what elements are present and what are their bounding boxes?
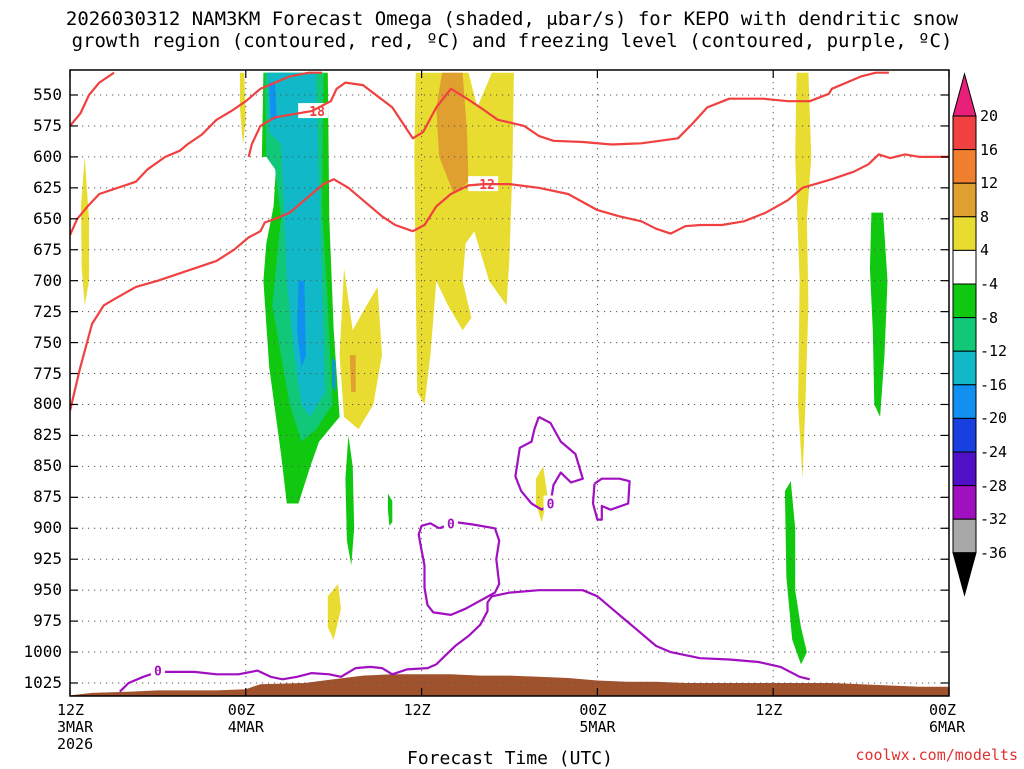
colorbar-bin--8--4 [952,283,977,319]
omega-green-mid-1 [345,435,355,566]
colorbar-label: -12 [980,342,1008,361]
colorbar [952,72,977,597]
freezing-contour-line-3 [591,477,631,521]
omega-yellow-early [81,156,89,306]
colorbar-label: -8 [980,308,999,327]
x-tick-label: 00Z 6MAR [929,701,966,736]
y-tick-label: 675 [33,239,62,259]
plot-frame [69,69,950,697]
dgz-contour-label-0: -18 [301,105,325,120]
colorbar-bin--32--28 [952,485,977,520]
y-tick-label: 575 [33,115,62,135]
freezing-contour-label-bg-0 [150,662,165,678]
omega-yellow-12z-2 [795,72,812,479]
colorbar-bin--12--8 [952,317,977,352]
colorbar-label: 16 [980,140,999,159]
omega-cyan-main [267,72,325,417]
omega-orange-12z [436,72,469,194]
x-tick-label: 12Z 3MAR 2026 [57,701,94,753]
x-tick-label: 00Z 5MAR [579,701,616,736]
omega-green-mid-2 [387,493,393,526]
colorbar-bin-16-20 [952,115,977,151]
omega-yellow-5mar [535,466,548,523]
freezing-contour-label-1: 0 [447,517,455,532]
freezing-contour-line-1 [417,520,501,617]
x-tick-label: 12Z [403,701,431,719]
grid-layer [70,70,949,696]
y-tick-label: 775 [33,363,62,383]
colorbar-label: 12 [980,174,999,193]
colorbar-bin-8-12 [952,182,977,218]
y-tick-label: 975 [33,611,62,631]
colorbar-label: -36 [980,543,1008,562]
y-tick-label: 650 [33,208,62,228]
dgz-contour-line-3 [70,153,949,411]
terrain-layer [70,674,949,696]
chart-title-line-2: growth region (contoured, red, ºC) and f… [71,30,953,52]
colorbar-bin--36--32 [952,518,977,554]
terrain-fill [70,674,949,696]
colorbar-label: -4 [980,275,999,293]
omega-yellow-mid-1 [339,268,382,430]
colorbar-label: -28 [980,476,1008,495]
colorbar-bin--28--24 [952,451,977,487]
colorbar-bin--20--16 [952,384,977,419]
freezing-contour-label-bg-2 [543,495,558,511]
y-tick-label: 825 [33,425,62,445]
credit-text: coolwx.com/modelts [855,746,1018,764]
x-tick-label: 00Z 4MAR [227,701,264,736]
omega-green-12z-2 [784,481,807,665]
y-tick-label: 750 [33,332,62,352]
contour-layer: -18 -12 0 0 0 [70,71,949,693]
colorbar-bin--24--20 [952,417,977,453]
colorbar-label: -32 [980,510,1008,529]
omega-yellow-left-strip [239,72,246,145]
omega-blue-core-2 [297,280,306,368]
omega-blue-core-1 [269,82,277,120]
y-tick-label: 550 [33,85,62,104]
y-tick-label: 1025 [23,673,62,692]
omega-shading-layer [81,72,888,665]
freezing-contour-line-0 [119,589,811,693]
dgz-contour-line-2 [70,71,322,236]
y-tick-label: 925 [33,549,62,569]
colorbar-label: -20 [980,409,1008,428]
colorbar-label: 20 [980,107,999,125]
colorbar-label: 4 [980,241,990,260]
dgz-contour-line-0 [70,71,115,127]
chart-title-line-1: 2026030312 NAM3KM Forecast Omega (shaded… [65,8,959,30]
freezing-contour-label-bg-1 [443,515,458,531]
colorbar-label: -24 [980,443,1008,461]
colorbar-label: 8 [980,207,990,226]
omega-yellow-low [327,584,341,640]
dgz-contour-line-1 [247,71,889,158]
colorbar-label: -16 [980,375,1008,394]
colorbar-bin--4-4 [952,249,977,285]
y-tick-label: 700 [33,270,62,290]
y-tick-label: 875 [33,487,62,507]
y-tick-label: 725 [33,301,62,321]
omega-green-late [869,212,888,417]
colorbar-bottom-arrow [952,552,977,597]
colorbar-bin-4-8 [952,216,977,251]
freezing-contour-label-2: 0 [547,498,555,513]
y-tick-label: 625 [33,177,62,197]
colorbar-top-arrow [952,72,977,117]
y-tick-label: 950 [33,580,62,600]
y-tick-label: 600 [33,146,62,166]
x-tick-label: 12Z [755,701,783,719]
freezing-contour-label-0: 0 [154,665,162,680]
y-tick-label: 800 [33,394,62,414]
y-tick-label: 850 [33,456,62,476]
colorbar-bin--16--12 [952,350,977,386]
y-tick-label: 900 [33,518,62,538]
omega-blue-core-3 [332,357,336,393]
dgz-contour-label-2: -12 [471,178,494,193]
colorbar-bin-12-16 [952,149,977,184]
y-tick-label: 1000 [23,642,62,662]
x-axis-title: Forecast Time (UTC) [407,748,613,769]
